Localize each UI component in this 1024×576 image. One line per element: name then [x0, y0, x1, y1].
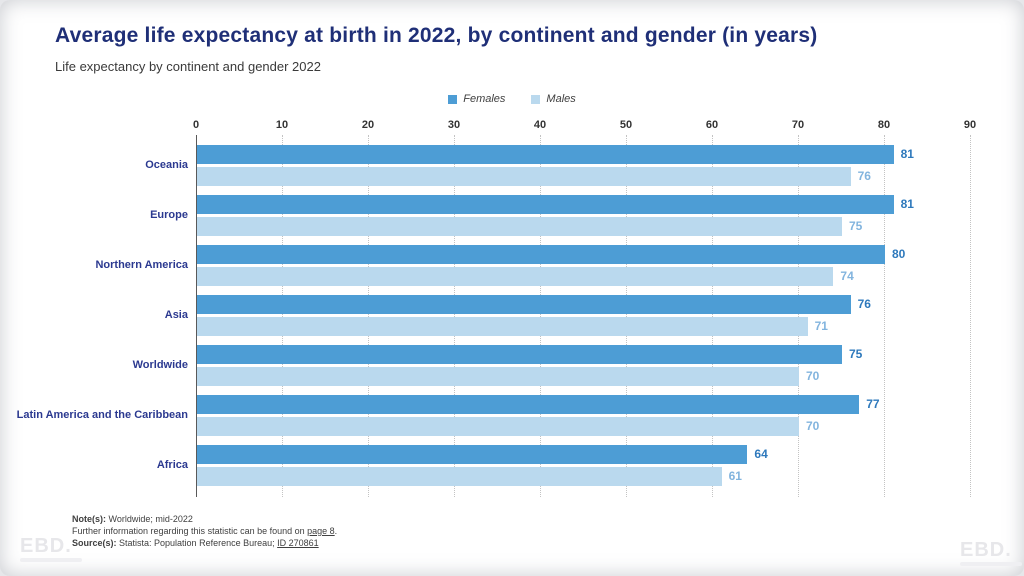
page-title: Average life expectancy at birth in 2022…: [55, 24, 818, 47]
legend-item-males: Males: [531, 93, 576, 105]
gridline-60: [712, 135, 713, 497]
value-label-males-northern-america: 74: [840, 269, 854, 283]
bar-males-worldwide: [197, 367, 799, 386]
gridline-30: [454, 135, 455, 497]
value-label-males-europe: 75: [849, 219, 863, 233]
page-8-link[interactable]: page 8: [307, 526, 335, 536]
watermark-text: EBD.: [20, 535, 72, 557]
bar-males-europe: [197, 217, 842, 236]
gridline-80: [884, 135, 885, 497]
gridline-10: [282, 135, 283, 497]
bar-females-latin-america-and-the-caribbean: [197, 395, 860, 414]
value-label-males-worldwide: 70: [806, 369, 820, 383]
chart-legend: Females Males: [0, 93, 1024, 105]
value-label-females-latin-america-and-the-caribbean: 77: [866, 397, 880, 411]
info-text: Further information regarding this stati…: [72, 526, 308, 536]
note-label: Note(s):: [72, 514, 106, 524]
gridline-70: [798, 135, 799, 497]
bar-males-africa: [197, 467, 722, 486]
x-axis-tick-60: 60: [705, 119, 719, 131]
bar-males-latin-america-and-the-caribbean: [197, 417, 799, 436]
legend-label-males: Males: [546, 93, 576, 105]
category-label-europe: Europe: [150, 209, 188, 221]
statistic-id-link[interactable]: ID 270861: [277, 538, 319, 548]
category-label-oceania: Oceania: [145, 159, 188, 171]
watermark-bottom-left: EBD.: [20, 536, 82, 562]
gridline-50: [626, 135, 627, 497]
bar-females-africa: [197, 445, 748, 464]
x-axis-tick-80: 80: [877, 119, 891, 131]
bar-females-europe: [197, 195, 894, 214]
legend-label-females: Females: [463, 93, 506, 105]
category-label-latin-america-and-the-caribbean: Latin America and the Caribbean: [16, 409, 188, 421]
watermark-caption: [960, 562, 1022, 566]
bar-males-asia: [197, 317, 808, 336]
bar-males-oceania: [197, 167, 851, 186]
category-label-africa: Africa: [156, 459, 188, 471]
info-line: Further information regarding this stati…: [72, 525, 337, 537]
legend-item-females: Females: [448, 93, 505, 105]
females-swatch-icon: [448, 94, 458, 104]
note-line: Note(s): Worldwide; mid-2022: [72, 513, 337, 525]
watermark-bottom-right: EBD.: [960, 540, 1022, 566]
value-label-females-africa: 64: [754, 447, 768, 461]
watermark-caption: [20, 558, 82, 562]
category-label-northern-america: Northern America: [95, 259, 188, 271]
value-label-females-oceania: 81: [900, 147, 914, 161]
value-label-females-asia: 76: [857, 297, 871, 311]
bar-females-northern-america: [197, 245, 885, 264]
page-subtitle: Life expectancy by continent and gender …: [55, 59, 321, 74]
value-label-males-africa: 61: [728, 469, 742, 483]
value-label-females-worldwide: 75: [849, 347, 863, 361]
x-axis-tick-0: 0: [192, 119, 200, 131]
bar-females-asia: [197, 295, 851, 314]
bar-males-northern-america: [197, 267, 834, 286]
x-axis-tick-90: 90: [963, 119, 977, 131]
value-label-females-northern-america: 80: [892, 247, 906, 261]
category-label-asia: Asia: [164, 309, 188, 321]
value-label-males-oceania: 76: [857, 169, 871, 183]
source-line: Source(s): Statista: Population Referenc…: [72, 537, 337, 549]
source-text: Statista: Population Reference Bureau;: [116, 538, 278, 548]
category-label-worldwide: Worldwide: [132, 359, 188, 371]
watermark-text: EBD.: [960, 539, 1012, 561]
x-axis-tick-20: 20: [361, 119, 375, 131]
bar-females-oceania: [197, 145, 894, 164]
gridline-20: [368, 135, 369, 497]
x-axis-tick-30: 30: [447, 119, 461, 131]
x-axis-tick-70: 70: [791, 119, 805, 131]
x-axis-tick-50: 50: [619, 119, 633, 131]
x-axis: 0 10 20 30 40 50 60 70 80 90: [0, 119, 1024, 133]
x-axis-tick-10: 10: [275, 119, 289, 131]
footer-notes: Note(s): Worldwide; mid-2022 Further inf…: [72, 513, 337, 549]
gridline-40: [540, 135, 541, 497]
x-axis-tick-40: 40: [533, 119, 547, 131]
value-label-males-asia: 71: [814, 319, 828, 333]
info-text-period: .: [334, 526, 338, 536]
males-swatch-icon: [531, 94, 541, 104]
note-text: Worldwide; mid-2022: [106, 514, 193, 524]
bar-females-worldwide: [197, 345, 842, 364]
source-label: Source(s):: [72, 538, 117, 548]
y-axis-line: [196, 135, 197, 497]
value-label-females-europe: 81: [900, 197, 914, 211]
gridline-90: [970, 135, 971, 497]
value-label-males-latin-america-and-the-caribbean: 70: [806, 419, 820, 433]
